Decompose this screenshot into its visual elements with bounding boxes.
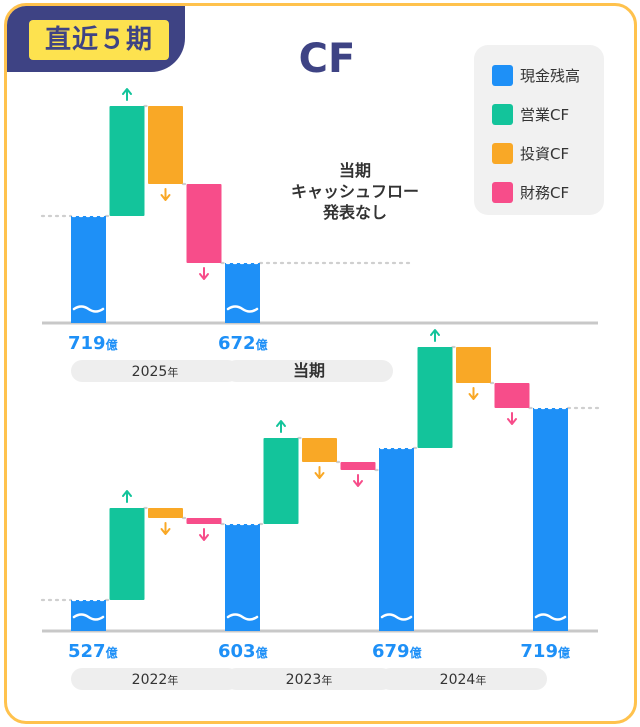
chart-bottom-group-1-period-pill: 2023年	[286, 672, 333, 688]
period-badge: 直近５期	[7, 6, 185, 72]
chart-bottom-group-1-period-pill-bg	[225, 668, 393, 690]
chart-top-group-1-period-pill-bg	[225, 360, 393, 382]
axis-break-wave	[534, 613, 567, 621]
chart-bottom-group-0-end-cash-bar	[225, 524, 260, 631]
chart-bottom-group-0-investing-down-arrow	[160, 522, 171, 535]
chart-bottom-group-1-operating-up-arrow	[276, 420, 286, 433]
chart-bottom-group-1-investing-cf-bar	[302, 438, 337, 462]
chart-top-group-0-start-cash-label: 719億	[68, 333, 118, 354]
chart-top-group-1-note: 当期キャッシュフロー発表なし	[291, 161, 419, 222]
legend-label-operating: 営業CF	[520, 106, 570, 124]
legend-swatch-investing	[492, 143, 513, 164]
legend-swatch-operating	[492, 104, 513, 125]
chart-bottom-group-0-operating-cf-bar	[109, 508, 145, 600]
chart-top-group-0-period-pill: 2025年	[132, 364, 179, 380]
chart-bottom-group-2-investing-cf-bar	[456, 347, 491, 383]
axis-break-wave	[226, 613, 259, 621]
chart-bottom-group-0-period-pill: 2022年	[132, 672, 179, 688]
chart-bottom-group-1-operating-cf-bar	[263, 438, 299, 524]
chart-bottom-group-0-period-pill-bg	[71, 668, 239, 690]
chart-bottom-group-2-end-cash-bar	[533, 408, 568, 631]
chart-bottom-group-2-operating-cf-bar	[417, 347, 453, 448]
axis-break-wave	[226, 305, 259, 313]
axis-break-wave	[72, 613, 105, 621]
chart-bottom-group-2-period-pill: 2024年	[440, 672, 487, 688]
chart-top-group-0-financing-down-arrow	[199, 267, 209, 280]
chart-top-group-1-period-pill: 当期	[293, 361, 325, 380]
chart-bottom-group-1-end-cash-label: 679億	[372, 641, 422, 662]
chart-top-group-0-start-cash-bar	[71, 216, 106, 323]
chart-bottom-group-1-financing-cf-bar	[340, 462, 376, 470]
chart-bottom-group-2-period-pill-bg	[379, 668, 547, 690]
chart-bottom-group-2-financing-down-arrow	[507, 412, 517, 425]
axis-break-wave	[380, 613, 413, 621]
chart-bottom-group-0-operating-up-arrow	[122, 490, 132, 503]
chart-bottom-group-2-investing-down-arrow	[468, 387, 479, 400]
chart-bottom-group-0-financing-down-arrow	[199, 528, 209, 541]
legend-label-investing: 投資CF	[520, 145, 570, 163]
chart-bottom-group-2-operating-up-arrow	[430, 329, 440, 342]
chart-bottom-group-0-financing-cf-bar	[186, 518, 222, 524]
period-badge-label: 直近５期	[29, 20, 169, 60]
legend-swatch-financing	[492, 182, 513, 203]
chart-bottom-group-2-end-cash-label: 719億	[520, 641, 570, 662]
chart-top-group-0-end-cash-bar	[225, 263, 260, 323]
chart-bottom-group-0-start-cash-label: 527億	[68, 641, 118, 662]
chart-bottom-group-0-investing-cf-bar	[148, 508, 183, 518]
legend-label-cash: 現金残高	[520, 67, 581, 85]
chart-bottom-group-1-end-cash-bar	[379, 448, 414, 631]
legend-swatch-cash	[492, 65, 513, 86]
chart-bottom-group-1-financing-down-arrow	[353, 474, 363, 487]
chart-top-group-0-operating-cf-bar	[109, 106, 145, 216]
legend: 現金残高 営業CF 投資CF 財務CF	[474, 45, 604, 215]
chart-top-group-0-investing-down-arrow	[160, 188, 171, 201]
chart-top-group-0-investing-cf-bar	[148, 106, 183, 184]
chart-bottom-group-0-end-cash-label: 603億	[218, 641, 268, 662]
axis-break-wave	[72, 305, 105, 313]
chart-top-group-0-period-pill-bg	[71, 360, 239, 382]
chart-bottom-group-2-financing-cf-bar	[494, 383, 530, 408]
chart-title: CF	[298, 36, 356, 82]
chart-top-group-0-financing-cf-bar	[186, 184, 222, 263]
chart-top-group-0-end-cash-label: 672億	[218, 333, 268, 354]
legend-label-financing: 財務CF	[520, 184, 570, 202]
chart-top-group-0-operating-up-arrow	[122, 88, 132, 101]
chart-bottom-group-1-investing-down-arrow	[314, 466, 325, 479]
